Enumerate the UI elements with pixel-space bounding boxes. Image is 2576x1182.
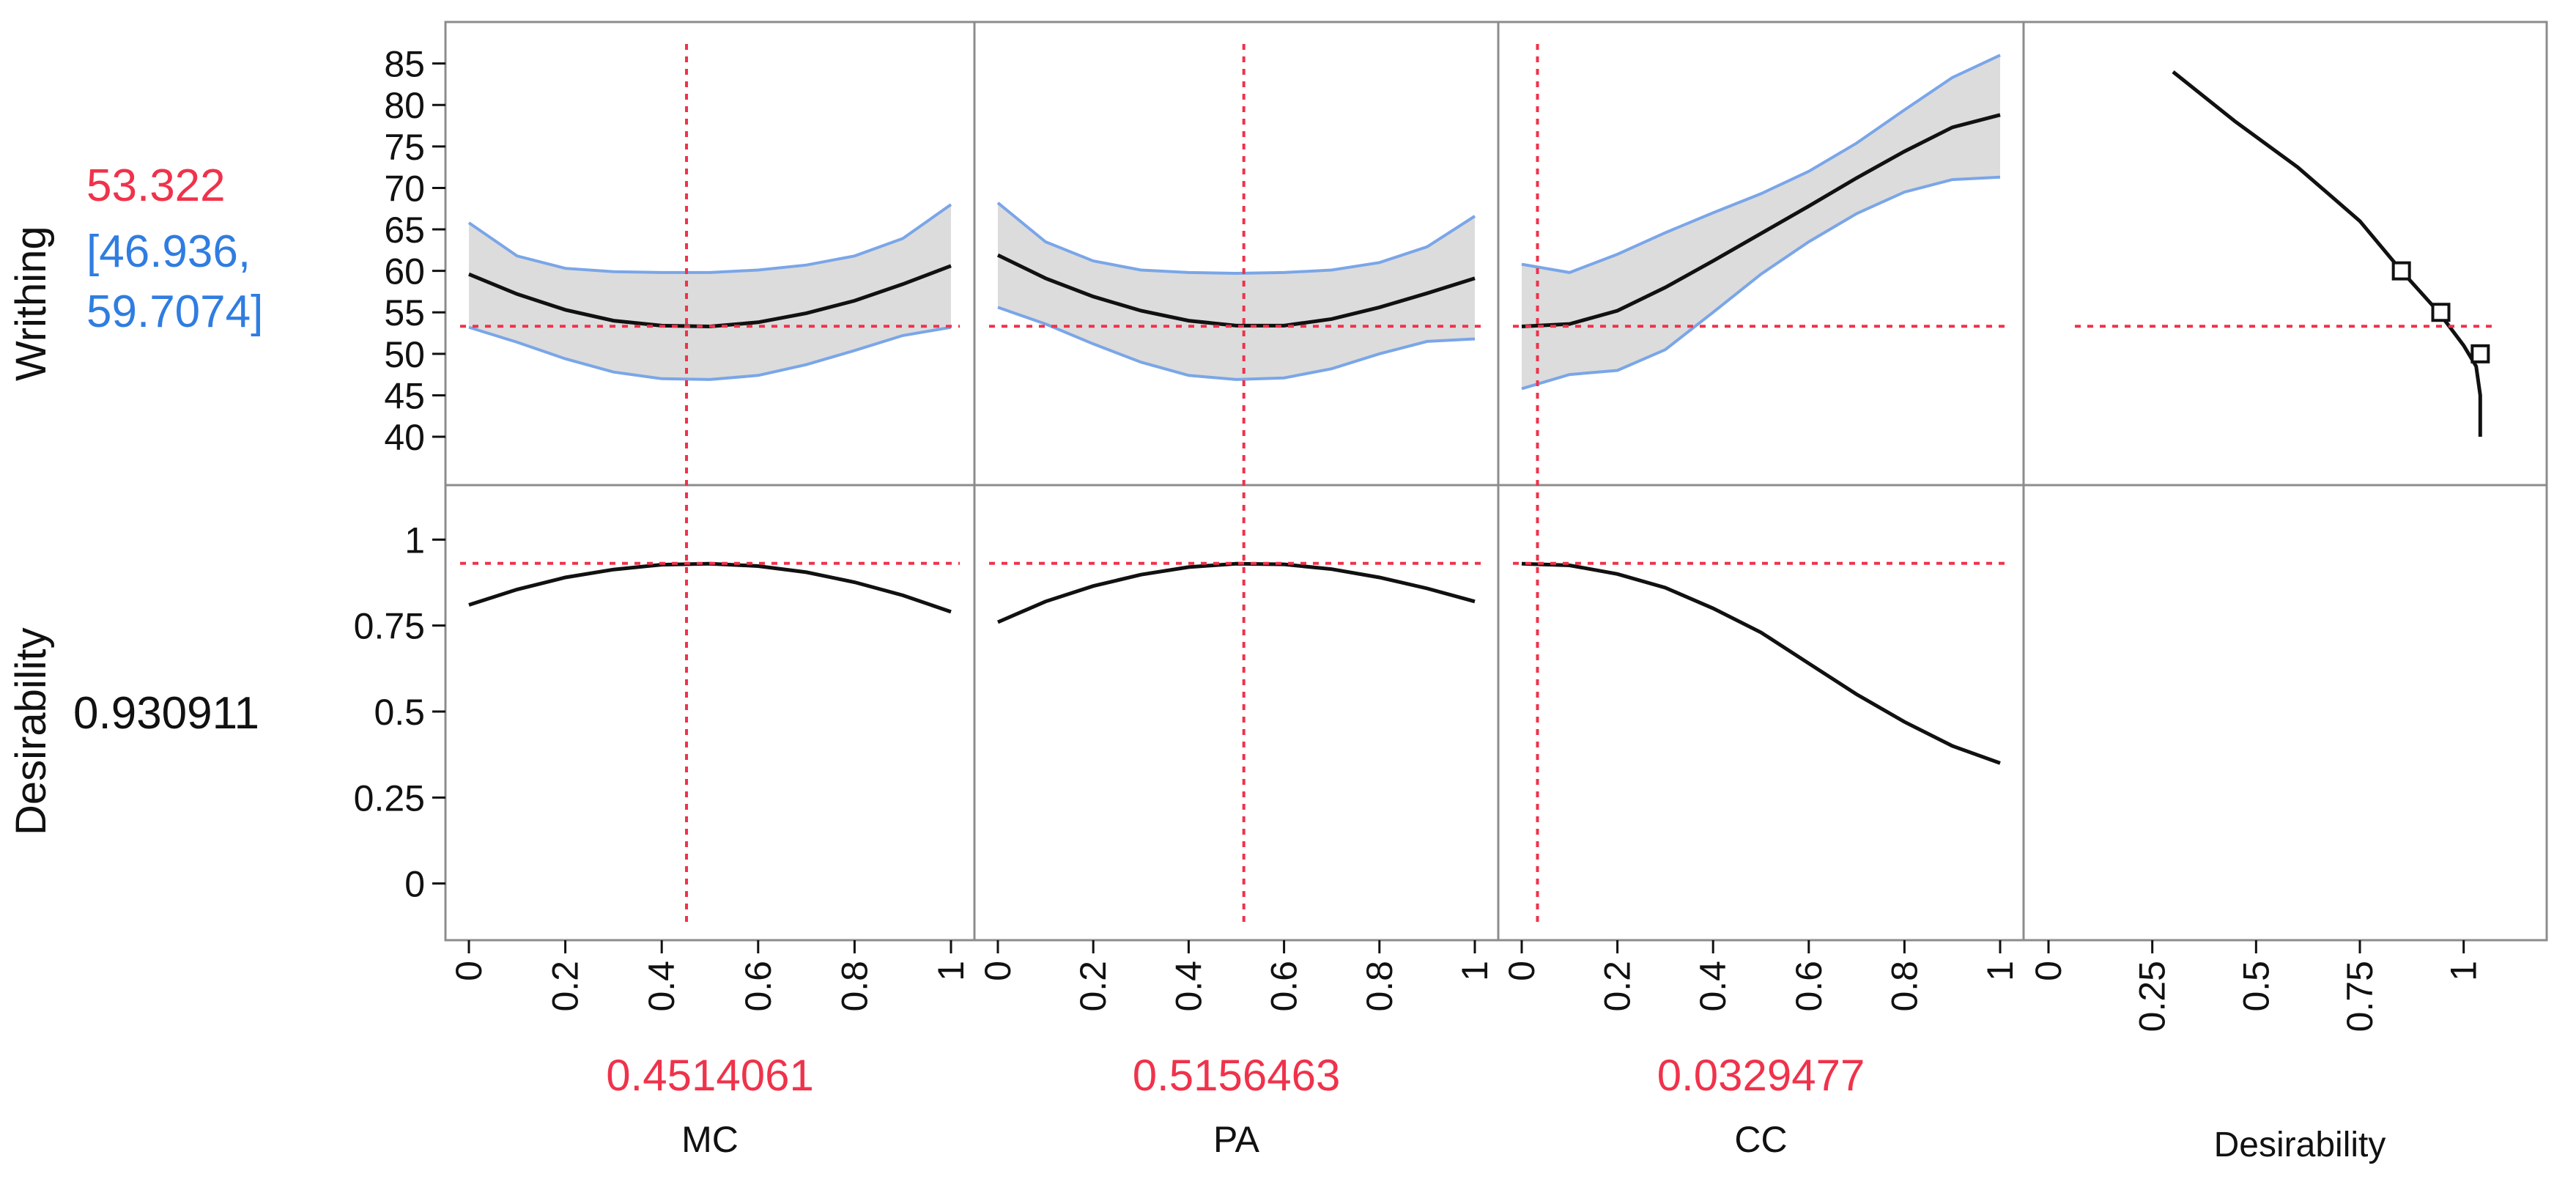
x-tick-label-mc: 0.6 bbox=[738, 961, 779, 1012]
writhing-interval-line2: 59.7074] bbox=[86, 287, 264, 337]
desirability-marker-handle bbox=[2470, 344, 2490, 363]
desirability-y-tick-label: 0.5 bbox=[374, 692, 425, 733]
writhing-y-tick-label: 55 bbox=[384, 292, 425, 333]
desirability-x-axis-label: Desirability bbox=[2214, 1126, 2386, 1164]
desirability-curve-pa bbox=[997, 561, 1476, 624]
desirability-marker-handle bbox=[2431, 303, 2451, 322]
desirability-x-tick-label: 0 bbox=[2028, 961, 2069, 981]
desirability-x-tick-label: 1 bbox=[2443, 961, 2484, 981]
current-value-label-pa: 0.5156463 bbox=[1133, 1051, 1341, 1100]
x-tick-label-cc: 0.6 bbox=[1788, 961, 1829, 1012]
desirability-marker-handle bbox=[2391, 261, 2411, 281]
x-tick-label-cc: 0.2 bbox=[1597, 961, 1638, 1012]
ci-band-mc bbox=[469, 204, 951, 380]
factor-label-mc: MC bbox=[681, 1119, 739, 1160]
desirability-curve-mc bbox=[468, 561, 952, 614]
x-tick-label-pa: 0.8 bbox=[1359, 961, 1400, 1012]
x-tick-label-mc: 1 bbox=[930, 961, 971, 981]
ci-upper-cc bbox=[1521, 53, 2001, 274]
ci-upper-mc bbox=[467, 203, 952, 274]
x-tick-label-cc: 0.8 bbox=[1884, 961, 1925, 1012]
x-tick-label-pa: 0.2 bbox=[1073, 961, 1114, 1012]
writhing-interval-line1: [46.936, bbox=[86, 226, 251, 277]
writhing-y-tick-label: 85 bbox=[384, 44, 425, 85]
writhing-y-tick-label: 65 bbox=[384, 210, 425, 251]
writhing-y-tick-label: 70 bbox=[384, 168, 425, 209]
writhing-axis-title: Writhing bbox=[7, 226, 55, 381]
factor-label-cc: CC bbox=[1734, 1119, 1787, 1160]
x-tick-label-mc: 0.8 bbox=[834, 961, 875, 1012]
x-tick-label-pa: 0.6 bbox=[1264, 961, 1305, 1012]
current-value-label-cc: 0.0329477 bbox=[1657, 1051, 1865, 1100]
factor-label-pa: PA bbox=[1213, 1119, 1260, 1160]
desirability-x-tick-label: 0.5 bbox=[2235, 961, 2276, 1012]
ci-lower-cc bbox=[1521, 175, 2001, 391]
x-tick-label-mc: 0.2 bbox=[545, 961, 586, 1012]
x-tick-label-cc: 0.4 bbox=[1692, 961, 1733, 1012]
x-tick-label-pa: 0 bbox=[977, 961, 1018, 981]
x-tick-label-cc: 0 bbox=[1501, 961, 1542, 981]
ci-band-pa bbox=[998, 202, 1475, 380]
current-value-label-mc: 0.4514061 bbox=[606, 1051, 814, 1100]
desirability-y-tick-label: 0.25 bbox=[354, 777, 425, 819]
x-tick-label-pa: 1 bbox=[1454, 961, 1495, 981]
desirability-x-tick-label: 0.75 bbox=[2339, 961, 2380, 1032]
x-tick-label-mc: 0 bbox=[448, 961, 489, 981]
writhing-y-tick-label: 50 bbox=[384, 334, 425, 375]
desirability-current-value: 0.930911 bbox=[73, 688, 259, 739]
ci-band-cc bbox=[1522, 55, 2000, 389]
writhing-y-tick-label: 60 bbox=[384, 251, 425, 292]
writhing-y-tick-label: 75 bbox=[384, 127, 425, 168]
desirability-function-curve bbox=[2172, 70, 2482, 437]
writhing-curve-cc bbox=[1521, 113, 2001, 328]
writhing-curve-pa bbox=[996, 253, 1476, 328]
profiler-frame bbox=[444, 21, 2548, 942]
desirability-y-tick-label: 1 bbox=[404, 520, 425, 561]
writhing-current-value: 53.322 bbox=[86, 160, 226, 211]
x-tick-label-cc: 1 bbox=[1980, 961, 2021, 981]
writhing-y-tick-label: 45 bbox=[384, 375, 425, 416]
desirability-x-tick-label: 0.25 bbox=[2132, 961, 2173, 1032]
desirability-curve-cc bbox=[1521, 561, 2001, 765]
desirability-y-tick-label: 0.75 bbox=[354, 606, 425, 647]
x-tick-label-mc: 0.4 bbox=[641, 961, 682, 1012]
ci-lower-mc bbox=[468, 325, 952, 381]
ci-lower-pa bbox=[997, 306, 1476, 381]
desirability-axis-title: Desirability bbox=[7, 627, 55, 835]
writhing-y-tick-label: 40 bbox=[384, 417, 425, 458]
x-tick-label-pa: 0.4 bbox=[1168, 961, 1209, 1012]
ci-upper-pa bbox=[996, 202, 1476, 276]
desirability-y-tick-label: 0 bbox=[404, 864, 425, 905]
writhing-y-tick-label: 80 bbox=[384, 85, 425, 126]
